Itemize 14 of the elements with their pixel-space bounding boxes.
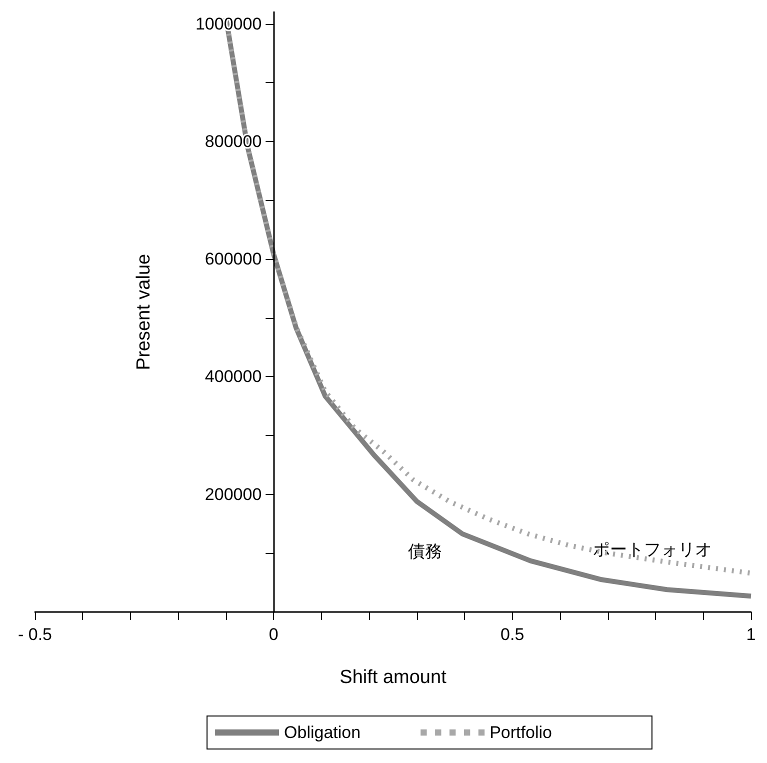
x-tick-label: - 0.5 xyxy=(18,625,52,644)
x-axis-title: Shift amount xyxy=(340,667,448,688)
legend-label: Portfolio xyxy=(490,723,552,742)
legend-label: Obligation xyxy=(284,723,361,742)
y-tick-label: 600000 xyxy=(204,250,262,269)
y-tick-label: 400000 xyxy=(204,367,262,386)
y-tick-label: 800000 xyxy=(204,132,262,151)
x-tick-label: 0 xyxy=(268,625,278,644)
y-tick-label: 200000 xyxy=(204,484,262,504)
x-tick-label: 0.5 xyxy=(500,625,524,644)
y-axis-title: Present value xyxy=(134,254,155,370)
annotation: 債務 xyxy=(408,542,442,561)
x-tick-label: 1 xyxy=(746,625,756,644)
y-tick-label: 1000000 xyxy=(195,14,262,34)
